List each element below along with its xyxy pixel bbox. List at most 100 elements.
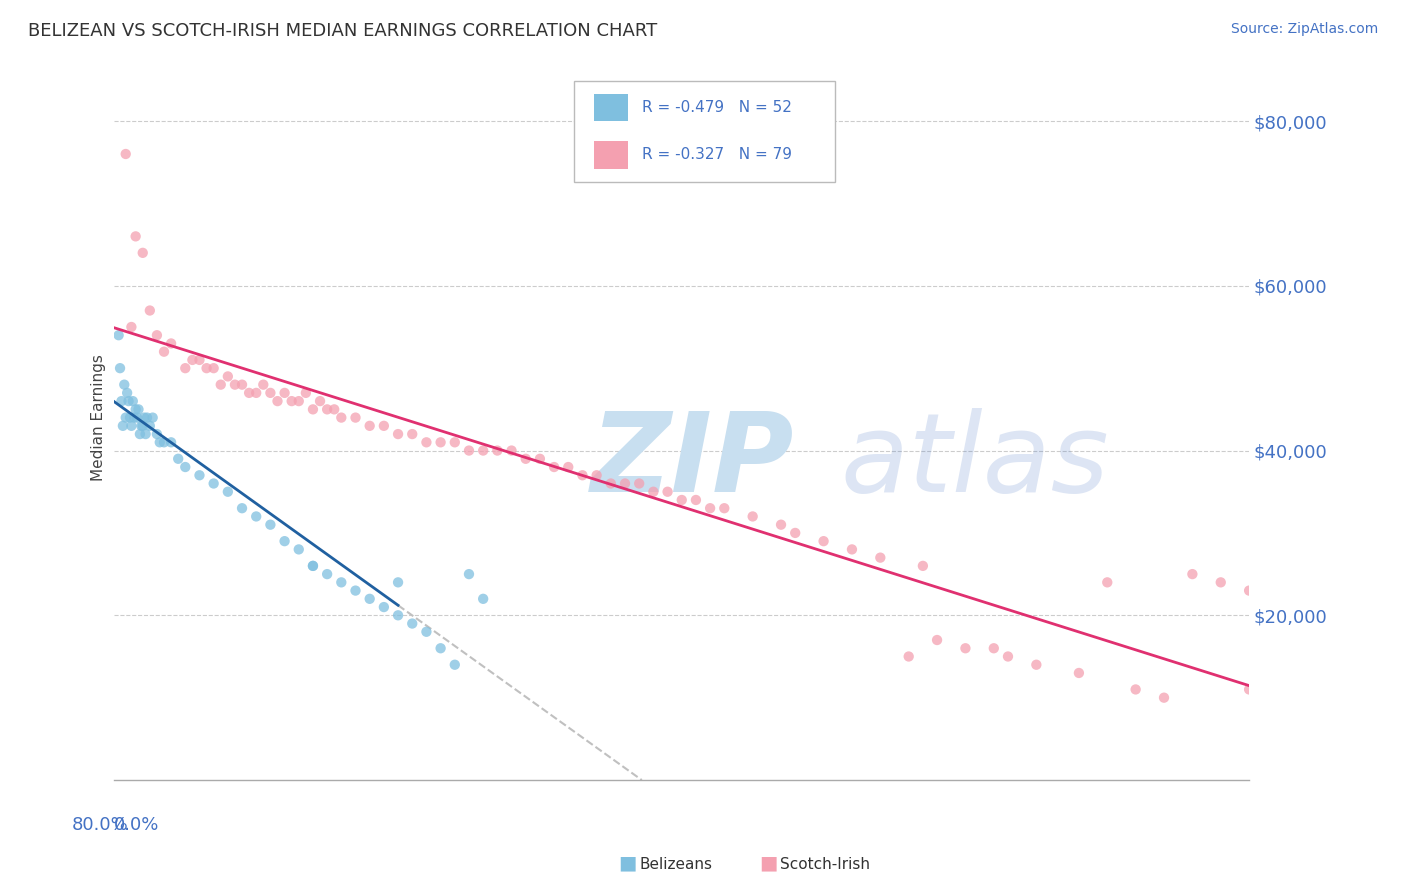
- Point: [134, 410, 156, 425]
- Point: [472, 443, 495, 458]
- Point: [111, 418, 134, 433]
- Point: [115, 385, 138, 400]
- Point: [458, 443, 481, 458]
- Point: [785, 525, 807, 540]
- Point: [585, 468, 607, 483]
- Point: [359, 418, 381, 433]
- FancyBboxPatch shape: [574, 80, 835, 182]
- Point: [188, 468, 211, 483]
- Point: [124, 229, 146, 244]
- Point: [373, 418, 395, 433]
- Point: [121, 394, 143, 409]
- Text: Belizeans: Belizeans: [640, 857, 713, 872]
- Y-axis label: Median Earnings: Median Earnings: [91, 354, 105, 481]
- Bar: [595, 141, 628, 169]
- Point: [443, 657, 465, 672]
- Point: [458, 567, 481, 582]
- Point: [1181, 567, 1204, 582]
- Point: [401, 427, 423, 442]
- Point: [1209, 575, 1232, 590]
- Point: [359, 591, 381, 606]
- Text: 80.0%: 80.0%: [72, 816, 128, 834]
- Point: [1237, 583, 1260, 598]
- Point: [125, 410, 148, 425]
- Point: [387, 427, 409, 442]
- Point: [252, 377, 274, 392]
- Point: [160, 336, 183, 351]
- Point: [287, 394, 309, 409]
- Point: [344, 410, 367, 425]
- Point: [224, 377, 246, 392]
- Point: [112, 377, 135, 392]
- Text: 0.0%: 0.0%: [114, 816, 160, 834]
- Point: [118, 410, 141, 425]
- Point: [401, 616, 423, 631]
- Point: [136, 410, 159, 425]
- Point: [1153, 690, 1175, 705]
- Point: [1097, 575, 1119, 590]
- Point: [129, 427, 152, 442]
- Point: [628, 476, 651, 491]
- Point: [266, 394, 288, 409]
- Point: [443, 435, 465, 450]
- Point: [167, 451, 190, 466]
- Point: [302, 402, 325, 417]
- Point: [571, 468, 593, 483]
- Point: [486, 443, 509, 458]
- Text: atlas: atlas: [841, 408, 1109, 515]
- Point: [529, 451, 551, 466]
- Point: [302, 558, 325, 573]
- Point: [557, 460, 579, 475]
- Point: [122, 410, 145, 425]
- Point: [245, 385, 267, 400]
- Point: [387, 608, 409, 623]
- Point: [685, 493, 707, 508]
- Point: [387, 575, 409, 590]
- Point: [955, 641, 977, 656]
- Point: [110, 394, 132, 409]
- Point: [699, 501, 721, 516]
- Point: [127, 402, 149, 417]
- Point: [131, 418, 153, 433]
- Point: [146, 328, 169, 343]
- Point: [330, 575, 353, 590]
- Point: [543, 460, 565, 475]
- Point: [344, 583, 367, 598]
- Point: [813, 534, 835, 549]
- Point: [614, 476, 637, 491]
- Point: [135, 427, 157, 442]
- Point: [429, 641, 451, 656]
- Text: ■: ■: [619, 854, 637, 872]
- Point: [174, 460, 197, 475]
- Point: [120, 320, 142, 334]
- Point: [925, 633, 948, 648]
- Point: [911, 558, 934, 573]
- Point: [259, 517, 281, 532]
- Point: [295, 385, 318, 400]
- Point: [373, 600, 395, 615]
- Point: [599, 476, 621, 491]
- Point: [1067, 665, 1090, 680]
- Point: [114, 147, 136, 161]
- Text: ZIP: ZIP: [591, 408, 794, 515]
- Point: [139, 303, 162, 318]
- Point: [316, 567, 339, 582]
- Point: [1237, 682, 1260, 697]
- Point: [316, 402, 339, 417]
- Point: [231, 377, 253, 392]
- Point: [108, 361, 131, 376]
- Text: Scotch-Irish: Scotch-Irish: [780, 857, 870, 872]
- Point: [657, 484, 679, 499]
- Point: [869, 550, 891, 565]
- Point: [741, 509, 763, 524]
- Point: [120, 418, 142, 433]
- Point: [139, 418, 162, 433]
- Point: [107, 328, 129, 343]
- Point: [117, 394, 139, 409]
- Point: [202, 476, 225, 491]
- Point: [209, 377, 232, 392]
- Bar: [595, 94, 628, 121]
- Point: [472, 591, 495, 606]
- Point: [713, 501, 735, 516]
- Point: [195, 361, 218, 376]
